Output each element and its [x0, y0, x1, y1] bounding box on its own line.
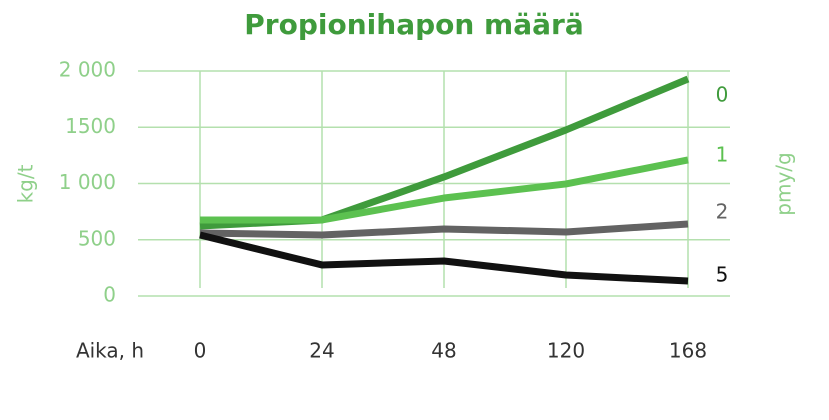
series-label: 5 — [716, 263, 729, 287]
x-tick-label: 168 — [669, 339, 707, 363]
series-label: 1 — [716, 142, 729, 166]
x-tick-label: 48 — [431, 339, 456, 363]
y-tick-label: 0 — [103, 283, 116, 307]
y-tick-label: 1 000 — [59, 170, 116, 194]
x-tick-label: 0 — [194, 339, 207, 363]
y-tick-label: 1500 — [65, 114, 116, 138]
y-tick-label: 2 000 — [59, 58, 116, 82]
series-line — [199, 231, 689, 285]
chart-title: Propionihapon määrä — [244, 8, 583, 41]
series-line — [199, 220, 689, 239]
y-axis-label: kg/t — [14, 164, 38, 203]
x-tick-label: 24 — [309, 339, 334, 363]
series-label: 2 — [716, 200, 729, 224]
y-tick-label: 500 — [78, 226, 116, 250]
series-line — [200, 156, 689, 224]
series-label: 0 — [716, 82, 729, 106]
x-tick-label: 120 — [547, 339, 585, 363]
y2-axis-label: pmy/g — [772, 152, 796, 215]
x-axis-label: Aika, h — [76, 339, 144, 363]
